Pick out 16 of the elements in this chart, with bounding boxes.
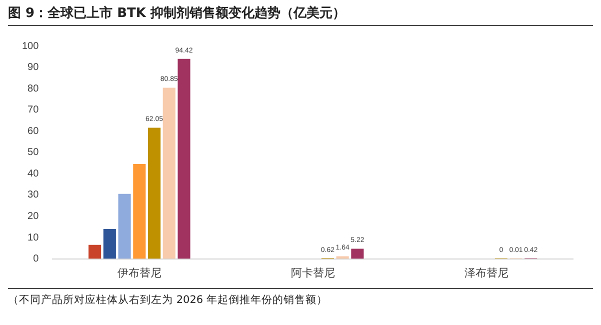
y-tick-label: 80	[28, 83, 40, 94]
y-tick-label: 30	[28, 190, 40, 201]
y-tick-label: 10	[28, 232, 40, 244]
y-tick-label: 0	[33, 254, 40, 265]
y-tick-label: 50	[28, 147, 40, 158]
y-tick-label: 40	[28, 168, 40, 180]
x-tick-label: 泽布替尼	[464, 266, 508, 280]
text: （不同产品所对应柱体从右到左为 2026 年起倒推年份的销售额）	[8, 293, 328, 307]
x-tick-label: 阿卡替尼	[290, 266, 335, 280]
y-tick-label: 70	[28, 104, 40, 116]
y-tick-label: 60	[28, 126, 40, 137]
y-tick-label: 20	[28, 210, 40, 222]
x-tick-label: 伊布替尼	[117, 266, 162, 280]
y-tick-label: 100	[22, 40, 40, 52]
chart-title: 图 9：全球已上市 BTK 抑制剂销售额变化趋势（亿美元）	[8, 4, 593, 26]
y-tick-label: 90	[28, 62, 40, 74]
